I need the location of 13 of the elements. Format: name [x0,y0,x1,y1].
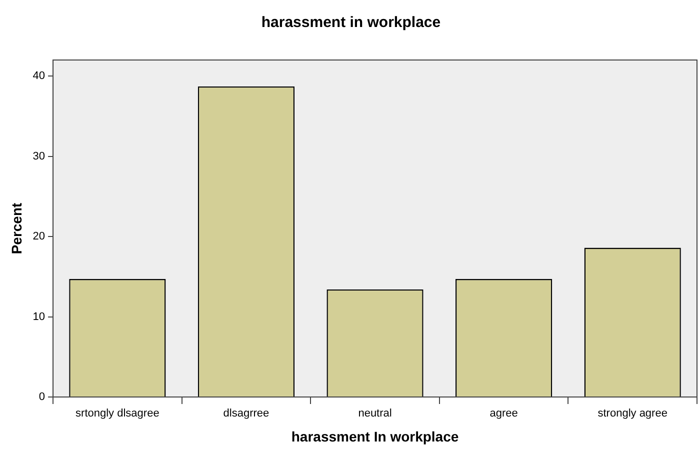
x-tick-label: dlsagrree [223,408,270,420]
chart-title: harassment in workplace [261,14,441,32]
x-tick-label: neutral [358,408,392,420]
x-tick-label: srtongly dlsagree [76,408,160,420]
x-tick-label: agree [490,408,518,420]
x-tick-label: strongly agree [598,408,668,420]
x-axis-title: harassment In workplace [291,428,459,444]
y-tick-label: 40 [32,70,46,82]
y-tick-label: 20 [32,230,46,243]
y-tick-label: 30 [32,150,46,162]
y-tick-label: 0 [38,391,46,404]
y-axis-title: Percent [8,202,24,254]
y-tick-label: 10 [32,310,46,323]
